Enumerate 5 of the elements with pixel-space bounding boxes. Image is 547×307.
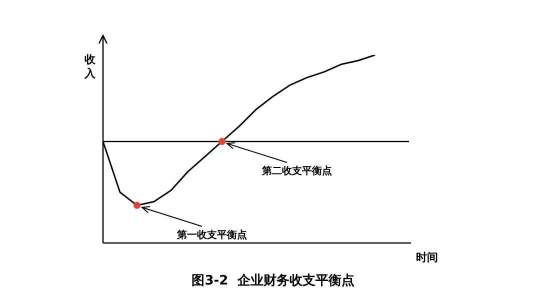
y-axis-title: 收入	[84, 52, 96, 80]
x-axis-title: 时间	[416, 250, 438, 264]
annotation: 第二收支平衡点	[261, 165, 332, 178]
text: 图3-2 企业财务收支平衡点	[192, 272, 354, 288]
annotation: 第一收支平衡点	[176, 228, 247, 241]
